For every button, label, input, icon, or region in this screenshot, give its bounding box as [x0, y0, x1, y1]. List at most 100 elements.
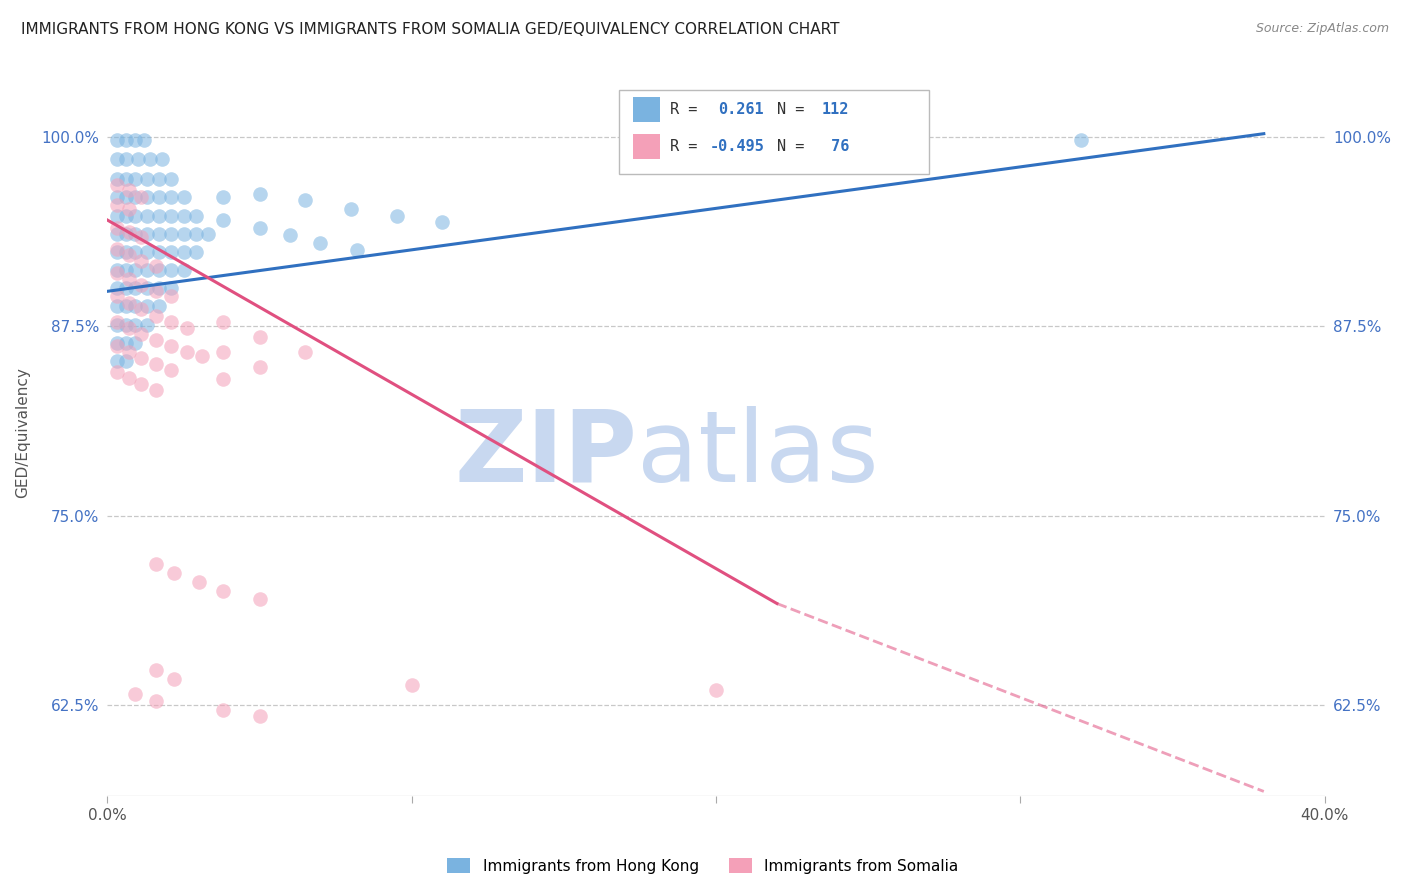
Point	[145, 309, 167, 323]
Point	[173, 190, 195, 204]
Point	[105, 172, 128, 186]
Point	[160, 315, 183, 329]
Point	[124, 335, 146, 350]
Point	[105, 244, 128, 259]
FancyBboxPatch shape	[619, 90, 929, 174]
Point	[129, 190, 152, 204]
Point	[136, 281, 159, 295]
Point	[105, 315, 128, 329]
Point	[118, 225, 141, 239]
Point	[184, 227, 207, 241]
Text: R =: R =	[669, 139, 706, 154]
Point	[105, 365, 128, 379]
Point	[148, 227, 170, 241]
Point	[105, 198, 128, 212]
Point	[136, 318, 159, 332]
Point	[340, 202, 363, 217]
Point	[105, 281, 128, 295]
Point	[105, 242, 128, 256]
Point	[105, 289, 128, 303]
Point	[118, 248, 141, 262]
Point	[145, 357, 167, 371]
Point	[136, 263, 159, 277]
Point	[136, 190, 159, 204]
Bar	[633, 134, 659, 159]
Point	[124, 133, 146, 147]
Point	[148, 190, 170, 204]
Point	[160, 190, 183, 204]
Point	[136, 227, 159, 241]
Point	[129, 302, 152, 317]
Point	[114, 190, 136, 204]
Point	[148, 209, 170, 223]
Point	[105, 318, 128, 332]
Point	[124, 190, 146, 204]
Point	[145, 285, 167, 299]
Point	[191, 350, 214, 364]
Point	[249, 330, 271, 344]
Point	[249, 360, 271, 375]
Point	[105, 133, 128, 147]
Point	[124, 318, 146, 332]
Point	[105, 220, 128, 235]
Point	[118, 370, 141, 384]
Point	[145, 693, 167, 707]
Point	[212, 372, 235, 386]
Point	[136, 209, 159, 223]
Point	[118, 202, 141, 217]
Point	[148, 244, 170, 259]
Point	[163, 566, 186, 581]
Point	[114, 281, 136, 295]
Point	[173, 227, 195, 241]
Point	[249, 708, 271, 723]
Point	[132, 133, 155, 147]
Point	[173, 263, 195, 277]
Point	[160, 363, 183, 377]
Point	[187, 575, 209, 590]
Point	[1070, 133, 1092, 147]
Point	[160, 227, 183, 241]
Point	[129, 376, 152, 391]
Point	[136, 300, 159, 314]
Point	[148, 300, 170, 314]
Point	[105, 263, 128, 277]
Point	[145, 557, 167, 571]
Point	[160, 289, 183, 303]
Point	[160, 209, 183, 223]
Point	[249, 220, 271, 235]
Point	[114, 354, 136, 368]
Point	[173, 209, 195, 223]
Point	[278, 228, 301, 243]
Text: -0.495: -0.495	[710, 139, 765, 154]
Legend: Immigrants from Hong Kong, Immigrants from Somalia: Immigrants from Hong Kong, Immigrants fr…	[441, 852, 965, 880]
Point	[118, 272, 141, 286]
Point	[124, 227, 146, 241]
Point	[148, 172, 170, 186]
Point	[114, 153, 136, 167]
Point	[129, 254, 152, 268]
Point	[114, 227, 136, 241]
Point	[176, 320, 198, 334]
Point	[160, 339, 183, 353]
Point	[124, 281, 146, 295]
Point	[136, 244, 159, 259]
Point	[114, 209, 136, 223]
Point	[212, 584, 235, 599]
Point	[145, 333, 167, 347]
Point	[127, 153, 149, 167]
Point	[145, 259, 167, 273]
Point	[212, 190, 235, 204]
Point	[105, 153, 128, 167]
Point	[105, 266, 128, 280]
Point	[129, 278, 152, 293]
Bar	[633, 97, 659, 122]
Point	[148, 281, 170, 295]
Point	[105, 300, 128, 314]
Text: atlas: atlas	[637, 406, 879, 502]
Point	[160, 281, 183, 295]
Point	[114, 133, 136, 147]
Point	[105, 354, 128, 368]
Point	[136, 172, 159, 186]
Point	[401, 678, 423, 692]
Point	[160, 263, 183, 277]
